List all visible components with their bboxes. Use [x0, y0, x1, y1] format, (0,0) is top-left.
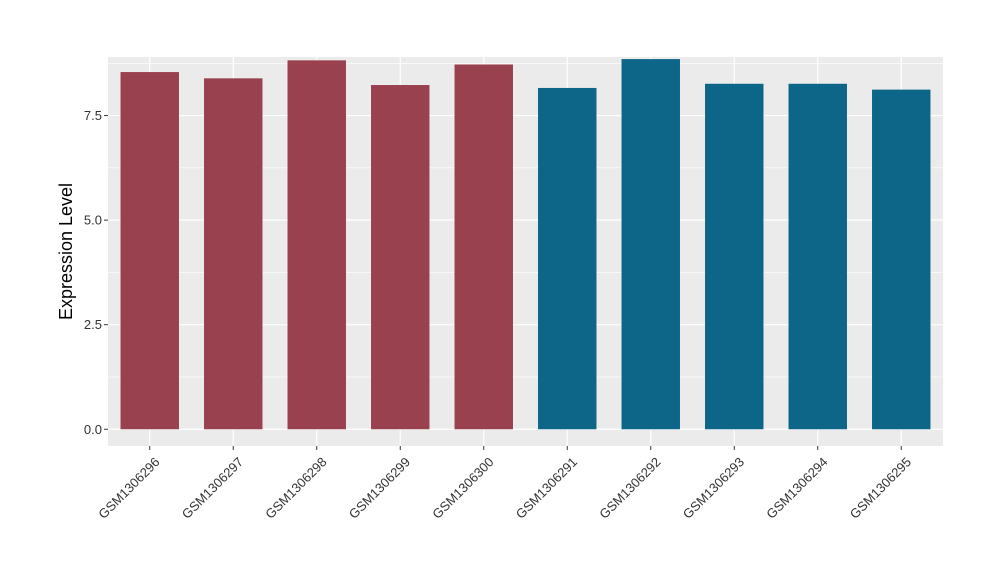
bar-GSM1306294 [788, 83, 847, 430]
y-axis: 0.0 2.5 5.0 7.5 [84, 108, 108, 437]
y-tick-label: 7.5 [84, 108, 102, 123]
x-tick-label: GSM1306293 [680, 454, 747, 521]
y-tick-label: 5.0 [84, 213, 102, 228]
y-axis-title: Expression Level [56, 183, 76, 320]
bars [120, 59, 931, 430]
bar-GSM1306299 [371, 85, 430, 430]
x-axis: GSM1306296 GSM1306297 GSM1306298 GSM1306299… [95, 446, 914, 522]
bar-GSM1306293 [705, 83, 764, 430]
bar-GSM1306297 [204, 78, 263, 430]
x-tick-label: GSM1306297 [179, 454, 246, 521]
y-tick-label: 2.5 [84, 317, 102, 332]
bar-GSM1306296 [120, 72, 179, 430]
bar-GSM1306298 [287, 60, 346, 430]
x-tick-label: GSM1306295 [847, 454, 914, 521]
x-tick-label: GSM1306292 [596, 454, 663, 521]
bar-GSM1306291 [538, 87, 597, 430]
x-tick-label: GSM1306298 [262, 454, 329, 521]
x-tick-label: GSM1306296 [95, 454, 162, 521]
bar-GSM1306295 [872, 89, 931, 430]
x-tick-label: GSM1306299 [346, 454, 413, 521]
y-tick-label: 0.0 [84, 422, 102, 437]
bar-GSM1306292 [621, 59, 680, 430]
bar-GSM1306300 [454, 64, 513, 430]
x-tick-label: GSM1306291 [513, 454, 580, 521]
x-tick-label: GSM1306300 [429, 454, 496, 521]
x-tick-label: GSM1306294 [763, 454, 830, 521]
